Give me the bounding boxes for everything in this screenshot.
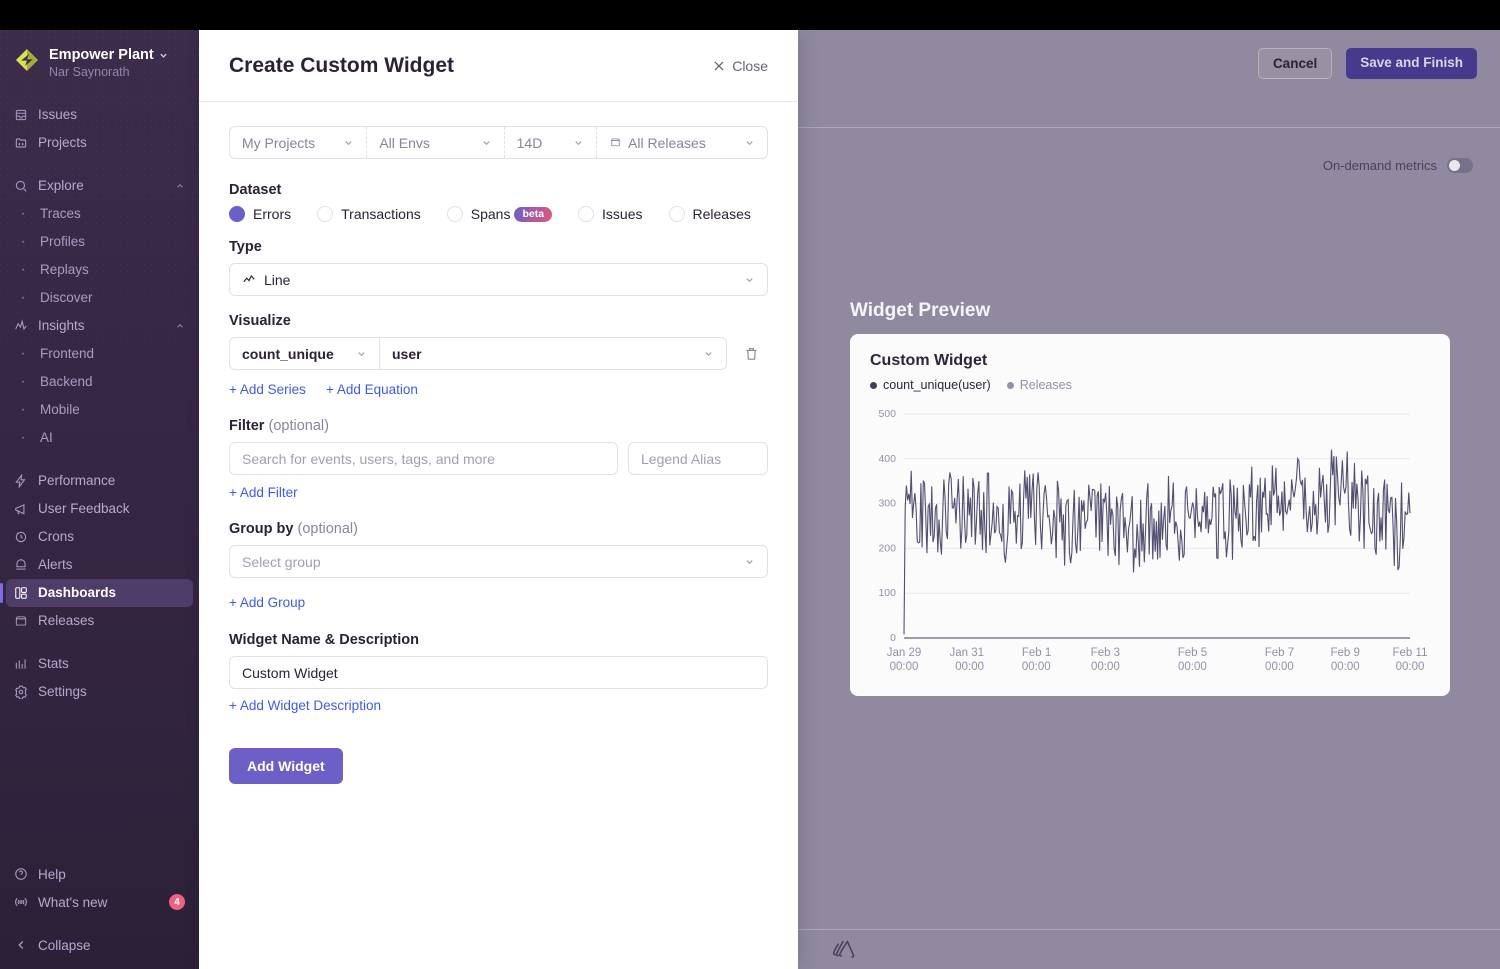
svg-text:300: 300 xyxy=(878,498,896,510)
svg-text:Jan 31: Jan 31 xyxy=(949,647,984,659)
svg-text:400: 400 xyxy=(878,453,896,465)
svg-text:00:00: 00:00 xyxy=(1396,661,1425,673)
svg-text:00:00: 00:00 xyxy=(890,661,919,673)
svg-text:00:00: 00:00 xyxy=(1265,661,1294,673)
svg-text:100: 100 xyxy=(878,587,896,599)
svg-text:Feb 9: Feb 9 xyxy=(1331,647,1360,659)
svg-text:Feb 3: Feb 3 xyxy=(1091,647,1120,659)
svg-text:Feb 1: Feb 1 xyxy=(1022,647,1051,659)
svg-text:Feb 11: Feb 11 xyxy=(1393,647,1428,659)
svg-text:0: 0 xyxy=(890,632,896,644)
svg-text:00:00: 00:00 xyxy=(955,661,984,673)
svg-text:500: 500 xyxy=(878,408,896,420)
svg-text:200: 200 xyxy=(878,542,896,554)
svg-text:00:00: 00:00 xyxy=(1331,661,1360,673)
svg-text:Jan 29: Jan 29 xyxy=(887,647,922,659)
svg-text:Feb 5: Feb 5 xyxy=(1178,647,1207,659)
svg-text:Feb 7: Feb 7 xyxy=(1265,647,1294,659)
svg-text:00:00: 00:00 xyxy=(1091,661,1120,673)
svg-text:00:00: 00:00 xyxy=(1178,661,1207,673)
svg-text:00:00: 00:00 xyxy=(1022,661,1051,673)
